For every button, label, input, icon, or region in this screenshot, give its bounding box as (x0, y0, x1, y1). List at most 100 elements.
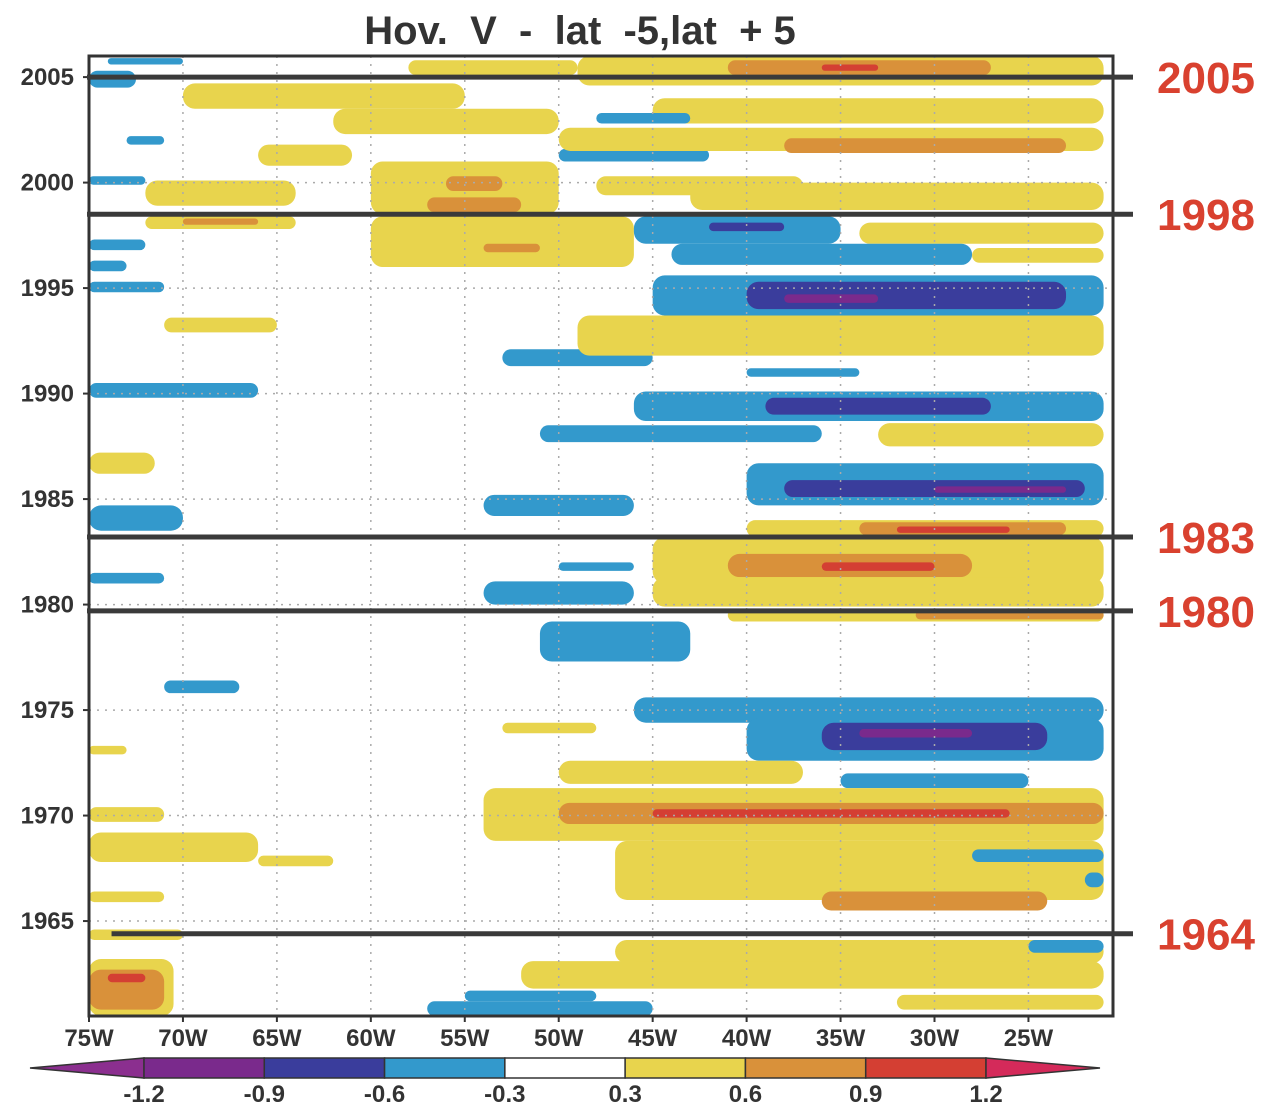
colorbar-segment (744, 1057, 867, 1079)
x-tick-label: 55W (440, 1025, 490, 1052)
contour-region (89, 260, 127, 272)
colorbar-label: -0.6 (364, 1081, 405, 1107)
contour-region (652, 577, 1104, 607)
contour-region (972, 849, 1104, 862)
marker-year-label: 1980 (1157, 588, 1255, 637)
contour-region (878, 423, 1104, 447)
contour-region (577, 315, 1104, 356)
contour-region (821, 891, 1048, 911)
year-markers: 2005 1998 1983 1980 1964 (87, 54, 1255, 960)
contour-region (89, 281, 165, 293)
contour-region (408, 60, 578, 75)
marker-year-label: 1964 (1157, 911, 1255, 960)
contour-region (89, 807, 165, 822)
y-tick-label: 1990 (21, 381, 74, 408)
colorbar-label: -1.2 (123, 1081, 164, 1107)
contour-region (1084, 872, 1104, 888)
x-tick-label: 60W (346, 1025, 396, 1052)
contour-region (333, 108, 559, 135)
contour-region (89, 452, 155, 474)
y-tick-label: 1985 (21, 486, 74, 513)
contour-region (89, 505, 183, 531)
contour-region (746, 368, 860, 377)
contour-region (107, 973, 146, 983)
contour-region (89, 832, 259, 862)
contour-region (784, 294, 879, 303)
colorbar-segment-low (29, 1057, 145, 1079)
colorbar-segment (383, 1057, 506, 1079)
y-tick-label: 1980 (21, 592, 74, 619)
contour-region (427, 197, 522, 213)
contour-region (558, 760, 803, 784)
y-axis: 2005 2000 1995 1990 1985 1980 1975 1970 1965 (21, 64, 89, 935)
contour-region (821, 562, 935, 571)
contour-region (445, 176, 503, 192)
marker-year-label: 1998 (1157, 191, 1255, 240)
y-tick-label: 1970 (21, 803, 74, 830)
contour-region (558, 148, 710, 162)
contour-region (539, 425, 822, 443)
contour-region (652, 809, 1010, 818)
contour-region (859, 222, 1104, 244)
y-tick-label: 1995 (21, 275, 74, 302)
colorbar-segment (263, 1057, 386, 1079)
x-tick-label: 65W (252, 1025, 302, 1052)
contour-region (258, 855, 334, 867)
contour-region (89, 891, 165, 903)
contour-region (89, 239, 146, 251)
contour-region (182, 83, 465, 109)
contour-region (164, 680, 240, 694)
marker-year-label: 1983 (1157, 514, 1255, 563)
contour-region (89, 745, 127, 755)
contour-region (427, 1001, 653, 1016)
contour-region (558, 562, 634, 571)
contour-region (652, 98, 1104, 124)
colorbar-segment (504, 1057, 626, 1079)
colorbar-label: -0.9 (244, 1081, 285, 1107)
contour-regions (89, 56, 1104, 1016)
x-tick-label: 70W (158, 1025, 208, 1052)
colorbar-label: -0.3 (484, 1081, 525, 1107)
marker-year-label: 2005 (1157, 54, 1255, 103)
contour-region (258, 144, 353, 166)
contour-region (164, 317, 277, 333)
contour-region (765, 397, 991, 415)
contour-region (972, 248, 1104, 263)
contour-region (633, 697, 1104, 723)
contour-region (126, 136, 165, 145)
contour-region (502, 722, 597, 734)
contour-region (107, 58, 183, 65)
contour-region (615, 940, 1104, 964)
contour-region (89, 969, 165, 1010)
x-tick-label: 35W (816, 1025, 866, 1052)
contour-region (89, 176, 146, 185)
contour-region (821, 64, 879, 71)
contour-region (671, 243, 973, 265)
contour-region (784, 138, 1067, 154)
colorbar-label: 0.3 (608, 1081, 641, 1107)
x-axis: 75W 70W 65W 60W 55W 50W 45W 40W 35W 30W 25W (64, 1016, 1053, 1052)
contour-region (859, 729, 973, 738)
colorbar-segment (864, 1057, 987, 1079)
contour-region (89, 572, 165, 584)
colorbar-label: 0.9 (849, 1081, 882, 1107)
contour-region (521, 961, 1104, 989)
contour-region (145, 180, 296, 206)
y-tick-label: 1965 (21, 908, 74, 935)
contour-region (1028, 940, 1104, 953)
x-tick-label: 50W (534, 1025, 584, 1052)
x-tick-label: 25W (1004, 1025, 1054, 1052)
contour-region (934, 486, 1067, 493)
contour-region (89, 383, 259, 398)
colorbar-segment-high (985, 1057, 1101, 1079)
contour-region (896, 526, 1010, 533)
y-tick-label: 1975 (21, 697, 74, 724)
contour-region (370, 216, 634, 267)
y-tick-label: 2005 (21, 64, 74, 91)
x-tick-label: 75W (64, 1025, 114, 1052)
x-tick-label: 40W (722, 1025, 772, 1052)
colorbar-label: 0.6 (729, 1081, 762, 1107)
contour-region (690, 182, 1104, 211)
contour-region (896, 994, 1104, 1010)
